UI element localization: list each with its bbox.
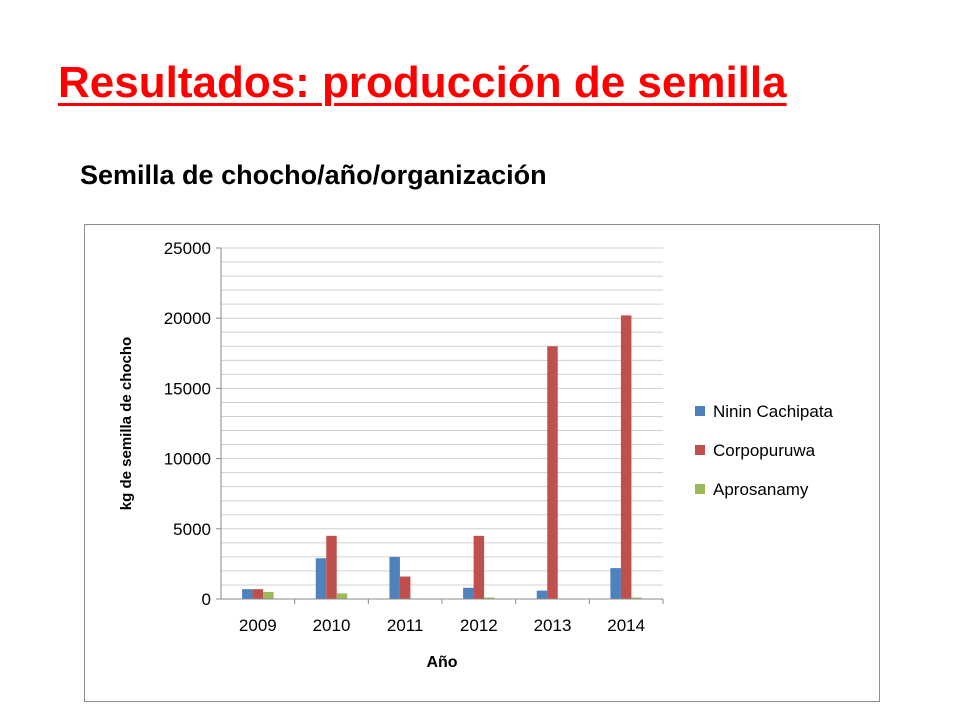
legend-label: Aprosanamy — [713, 480, 809, 499]
legend: Ninin Cachipata Corpopuruwa Aprosanamy — [695, 402, 834, 499]
slide-subtitle: Semilla de chocho/año/organización — [80, 160, 547, 190]
y-tick-label: 20000 — [164, 309, 211, 328]
legend-swatch — [695, 484, 705, 494]
x-tick-label: 2009 — [239, 616, 277, 635]
x-tick-label: 2011 — [387, 616, 424, 635]
slide-title: Resultados: producción de semilla — [58, 58, 787, 107]
bar — [242, 589, 253, 599]
bar-chart: 0 5000 10000 15000 20000 25000 2009 2010 2011 201… — [118, 239, 834, 671]
x-tick-label: 2012 — [460, 616, 498, 635]
legend-label: Ninin Cachipata — [713, 402, 834, 421]
bar — [610, 568, 621, 599]
y-tick-label: 0 — [202, 590, 211, 609]
bar — [484, 597, 495, 599]
y-axis-title: kg de semilla de chocho — [118, 337, 135, 510]
y-tick-label: 5000 — [173, 520, 211, 539]
y-tick-label: 10000 — [164, 450, 211, 469]
y-tick-label: 15000 — [164, 379, 211, 398]
axes — [220, 248, 663, 600]
x-tick-label: 2013 — [534, 616, 572, 635]
chart-frame: 0 5000 10000 15000 20000 25000 2009 2010 2011 201… — [84, 224, 880, 702]
legend-label: Corpopuruwa — [713, 441, 816, 460]
bars — [242, 315, 642, 599]
x-tick-label: 2014 — [607, 616, 645, 635]
legend-swatch — [695, 445, 705, 455]
bar — [326, 535, 337, 599]
gridlines — [221, 247, 663, 586]
bar — [620, 315, 632, 599]
x-axis-title: Año — [426, 654, 457, 671]
bar — [631, 597, 642, 599]
bar — [252, 589, 264, 599]
bar — [547, 346, 558, 599]
bar — [536, 590, 548, 599]
bar — [399, 576, 411, 599]
tick-labels: 0 5000 10000 15000 20000 25000 2009 2010 2011 201… — [164, 239, 664, 635]
x-tick-label: 2010 — [313, 616, 351, 635]
legend-swatch — [695, 406, 705, 416]
bar — [263, 591, 274, 599]
bar — [389, 556, 400, 599]
bar — [336, 593, 348, 599]
bar — [473, 535, 485, 599]
bar — [315, 558, 327, 599]
y-tick-label: 25000 — [164, 239, 211, 258]
bar — [463, 587, 474, 599]
